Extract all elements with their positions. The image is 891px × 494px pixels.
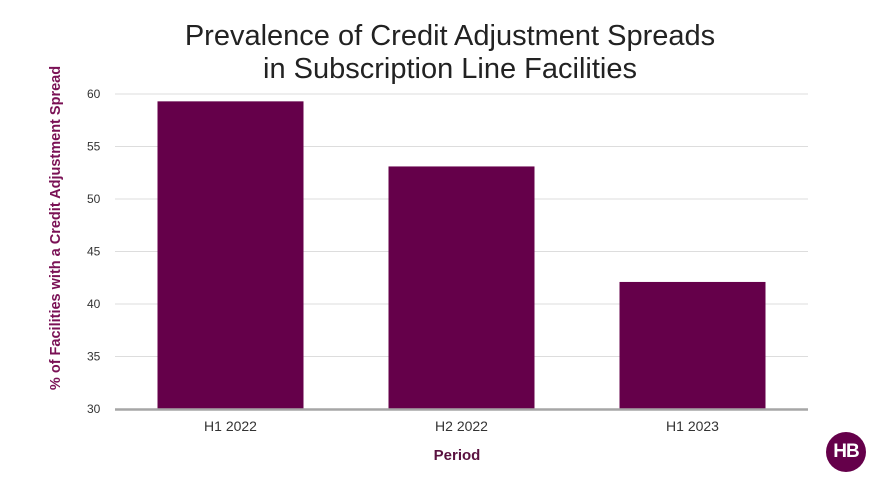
y-tick-label: 35 bbox=[87, 350, 101, 364]
y-tick-label: 40 bbox=[87, 297, 101, 311]
bar bbox=[157, 101, 304, 409]
y-tick-label: 45 bbox=[87, 245, 101, 259]
bar bbox=[388, 166, 535, 409]
x-tick-label: H1 2022 bbox=[204, 418, 257, 434]
y-tick-label: 60 bbox=[87, 87, 101, 101]
chart-title: Prevalence of Credit Adjustment Spreads … bbox=[0, 20, 891, 86]
x-tick-label: H2 2022 bbox=[435, 418, 488, 434]
x-axis-label: Period bbox=[433, 447, 481, 464]
y-tick-label: 55 bbox=[87, 140, 101, 154]
bar bbox=[619, 281, 766, 409]
chart-title-line-2: in Subscription Line Facilities bbox=[263, 53, 637, 85]
x-tick-label: H1 2023 bbox=[666, 418, 719, 434]
hb-logo: HB bbox=[826, 432, 866, 472]
logo-text: HB bbox=[833, 441, 859, 462]
y-tick-label: 30 bbox=[87, 402, 101, 416]
y-tick-label: 50 bbox=[87, 192, 101, 206]
chart-title-line-1: Prevalence of Credit Adjustment Spreads bbox=[184, 20, 716, 52]
